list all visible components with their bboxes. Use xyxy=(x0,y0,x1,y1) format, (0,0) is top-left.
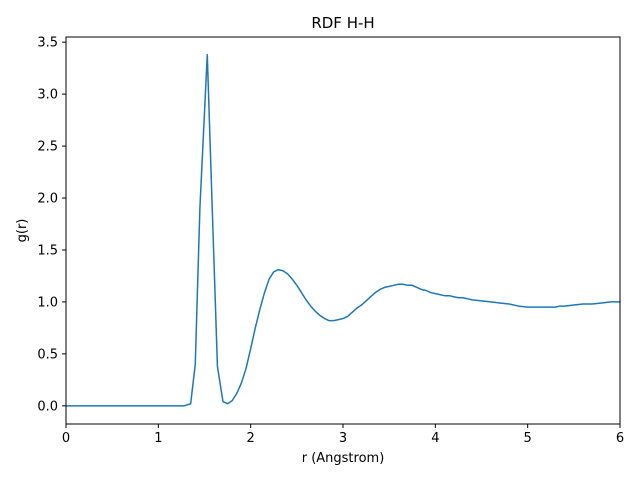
y-axis-label: g(r) xyxy=(15,219,30,243)
x-tick-label: 3 xyxy=(339,431,347,446)
plot-frame xyxy=(65,36,621,425)
x-tick-label: 6 xyxy=(616,431,624,446)
y-tick-label: 0.0 xyxy=(37,399,58,414)
x-axis-label: r (Angstrom) xyxy=(302,451,385,466)
x-tick-label: 4 xyxy=(431,431,439,446)
y-tick-label: 3.5 xyxy=(37,36,58,51)
x-tick-label: 1 xyxy=(154,431,162,446)
series-line-g-of-r xyxy=(65,53,621,407)
y-tick-label: 1.0 xyxy=(37,295,58,310)
y-tick-label: 2.5 xyxy=(37,140,58,155)
x-tick-label: 2 xyxy=(247,431,255,446)
x-tick-label: 5 xyxy=(524,431,532,446)
y-tick-label: 2.0 xyxy=(37,192,58,207)
y-tick-label: 0.5 xyxy=(37,347,58,362)
chart-title: RDF H-H xyxy=(311,14,374,32)
x-tick-label: 0 xyxy=(62,431,70,446)
y-tick-label: 1.5 xyxy=(37,243,58,258)
ticks-layer: 0 1 2 3 4 5 6 0.0 0.5 1.0 1.5 2.0 2.5 3.0 3.5 xyxy=(37,36,624,446)
y-tick-label: 3.0 xyxy=(37,88,58,103)
